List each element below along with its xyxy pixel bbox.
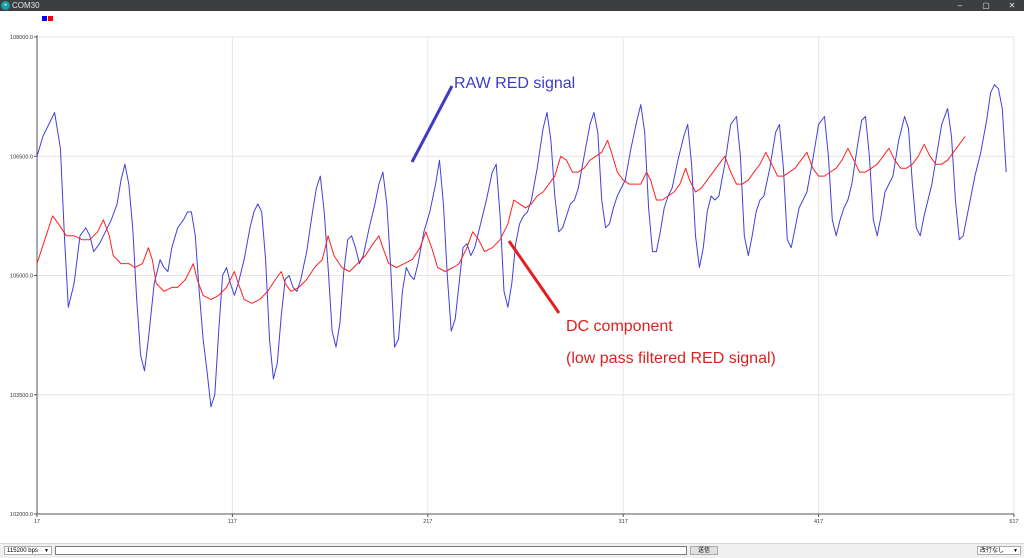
- title-bar: ∞ COM30 – ▢ ✕: [0, 0, 1024, 11]
- window-title: COM30: [12, 1, 40, 10]
- y-tick-label: 108000.0: [10, 35, 33, 41]
- annotations: RAW RED signal DC component (low pass fi…: [410, 75, 776, 367]
- send-button[interactable]: 送信: [690, 546, 718, 555]
- line-ending-value: 改行なし: [980, 548, 1005, 554]
- bottom-bar: 115200 bps ▼ 送信 改行なし ▼: [0, 543, 1024, 558]
- serial-send-input[interactable]: [55, 546, 687, 555]
- y-tick-label: 103500.0: [10, 393, 33, 399]
- plot-area: 102000.0 103500.0 105000.0 106500.0 108000.0…: [10, 35, 1019, 525]
- x-tick-label: 117: [228, 519, 237, 525]
- x-tick-label: 317: [619, 519, 628, 525]
- chevron-down-icon: ▼: [44, 548, 49, 554]
- dc-component-sublabel: (low pass filtered RED signal): [566, 350, 776, 367]
- legend-swatch-series-2: [48, 16, 53, 21]
- arduino-icon: ∞: [1, 1, 10, 10]
- maximize-button[interactable]: ▢: [982, 1, 990, 10]
- axes: [34, 35, 1015, 517]
- line-ending-select[interactable]: 改行なし ▼: [977, 546, 1021, 555]
- baud-rate-value: 115200 bps: [7, 548, 38, 554]
- series-line-2: [36, 136, 966, 304]
- close-button[interactable]: ✕: [1008, 1, 1016, 10]
- series-layer: [36, 84, 1007, 408]
- x-tick-label: 217: [423, 519, 432, 525]
- baud-rate-select[interactable]: 115200 bps ▼: [4, 546, 52, 555]
- series-line-1: [36, 84, 1007, 408]
- legend-swatch-series-1: [42, 16, 47, 21]
- x-tick-label: 417: [814, 519, 823, 525]
- y-tick-label: 105000.0: [10, 274, 33, 280]
- dc-component-label: DC component: [566, 318, 673, 335]
- x-tick-label: 17: [34, 519, 40, 525]
- dc-pointer-line: [507, 240, 561, 314]
- raw-pointer-line: [410, 85, 454, 163]
- y-tick-label: 106500.0: [10, 154, 33, 160]
- minimize-button[interactable]: –: [957, 1, 963, 10]
- y-tick-labels: 102000.0 103500.0 105000.0 106500.0 108000.0: [10, 35, 33, 518]
- x-tick-label: 517: [1009, 519, 1018, 525]
- raw-signal-label: RAW RED signal: [454, 75, 575, 92]
- chevron-down-icon: ▼: [1013, 548, 1018, 554]
- x-tick-labels: 17 117 217 317 417 517: [34, 519, 1019, 525]
- y-tick-label: 102000.0: [10, 512, 33, 518]
- grid: [36, 36, 1015, 515]
